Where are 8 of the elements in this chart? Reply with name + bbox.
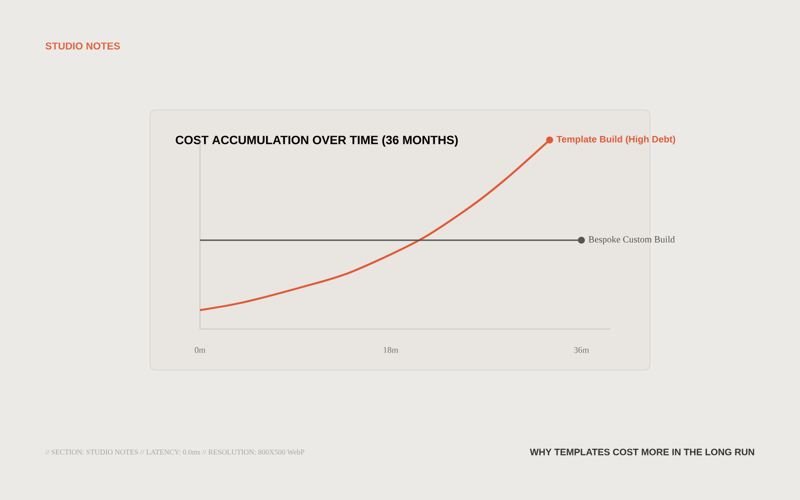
text: STUDIO NOTES <box>46 42 120 50</box>
x-tick-label: 0m <box>194 347 206 353</box>
series-label: Template Build (High Debt) <box>556 136 676 144</box>
x-tick-label: 36m <box>574 347 589 353</box>
series-label: Bespoke Custom Build <box>588 236 675 244</box>
text: WHY TEMPLATES COST MORE IN THE LONG RUN <box>530 448 754 456</box>
x-tick-label: 18m <box>384 347 398 353</box>
chart-title: COST ACCUMULATION OVER TIME (36 MONTHS) <box>176 135 458 147</box>
